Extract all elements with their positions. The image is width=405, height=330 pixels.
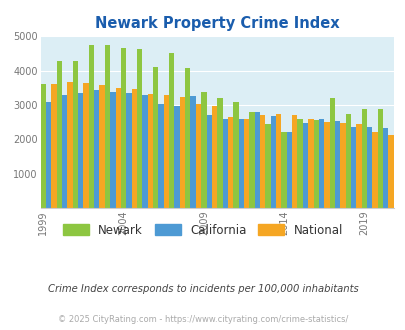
Bar (190, 96, 195, 208)
Bar (281, 132, 286, 208)
Bar (302, 123, 307, 208)
Bar (313, 120, 318, 208)
Text: © 2025 CityRating.com - https://www.cityrating.com/crime-statistics/: © 2025 CityRating.com - https://www.city… (58, 315, 347, 324)
Bar (126, 93, 131, 208)
Bar (211, 106, 217, 208)
Bar (217, 98, 222, 208)
Bar (89, 45, 94, 208)
Bar (51, 84, 57, 208)
Bar (270, 116, 275, 208)
Bar (259, 115, 265, 208)
Bar (356, 124, 361, 208)
Bar (131, 89, 136, 208)
Bar (115, 88, 121, 208)
Bar (286, 132, 292, 208)
Bar (371, 132, 377, 208)
Bar (350, 127, 356, 208)
Title: Newark Property Crime Index: Newark Property Crime Index (95, 16, 339, 31)
Bar (78, 93, 83, 208)
Bar (206, 115, 211, 208)
Bar (254, 113, 259, 208)
Bar (168, 53, 174, 208)
Bar (174, 106, 179, 208)
Bar (72, 61, 78, 208)
Bar (99, 85, 104, 208)
Bar (46, 102, 51, 208)
Bar (361, 109, 366, 208)
Bar (334, 121, 339, 208)
Bar (249, 112, 254, 208)
Bar (324, 122, 329, 208)
Bar (195, 104, 200, 208)
Bar (136, 50, 142, 208)
Bar (142, 95, 147, 208)
Text: Crime Index corresponds to incidents per 100,000 inhabitants: Crime Index corresponds to incidents per… (47, 284, 358, 294)
Bar (238, 119, 243, 208)
Bar (121, 48, 126, 208)
Bar (94, 90, 99, 208)
Bar (163, 95, 168, 208)
Bar (366, 127, 371, 208)
Bar (67, 82, 72, 208)
Bar (222, 119, 227, 208)
Bar (307, 119, 313, 208)
Bar (40, 84, 46, 208)
Bar (158, 104, 163, 208)
Bar (185, 68, 190, 208)
Bar (233, 102, 238, 208)
Bar (83, 83, 89, 208)
Bar (275, 114, 281, 208)
Bar (179, 97, 185, 208)
Bar (292, 115, 297, 208)
Legend: Newark, California, National: Newark, California, National (63, 224, 342, 237)
Bar (345, 114, 350, 208)
Bar (57, 61, 62, 208)
Bar (104, 45, 110, 208)
Bar (318, 119, 324, 208)
Bar (339, 123, 345, 208)
Bar (265, 124, 270, 208)
Bar (329, 98, 334, 208)
Bar (377, 109, 382, 208)
Bar (388, 135, 393, 208)
Bar (297, 119, 302, 208)
Bar (153, 67, 158, 208)
Bar (147, 94, 153, 208)
Bar (227, 117, 233, 208)
Bar (110, 92, 115, 208)
Bar (62, 95, 67, 208)
Bar (243, 119, 249, 208)
Bar (382, 128, 388, 208)
Bar (200, 92, 206, 208)
